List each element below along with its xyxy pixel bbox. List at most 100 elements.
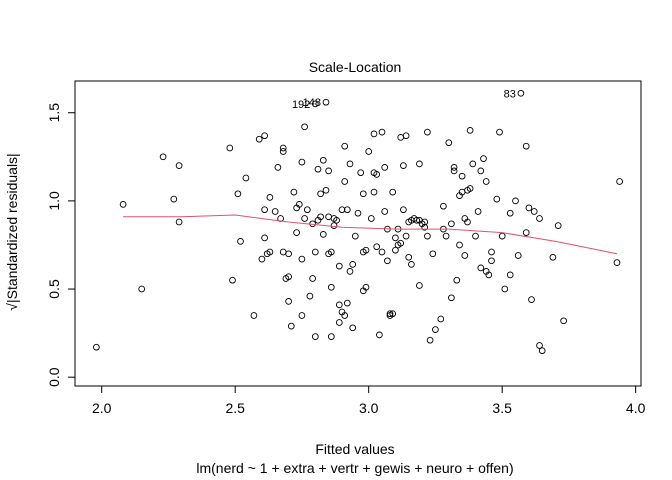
data-point xyxy=(357,169,365,177)
data-point xyxy=(496,128,503,136)
data-point xyxy=(514,252,522,259)
data-point xyxy=(343,299,351,307)
data-point xyxy=(322,98,330,106)
data-point xyxy=(474,208,482,215)
data-point xyxy=(522,142,530,150)
data-point xyxy=(392,234,399,242)
data-point xyxy=(378,128,386,136)
data-point xyxy=(335,301,343,309)
data-point xyxy=(506,209,514,217)
smoother-layer xyxy=(123,214,618,255)
data-point xyxy=(287,322,295,330)
data-point xyxy=(317,190,324,198)
data-point xyxy=(335,319,343,326)
data-point xyxy=(416,282,423,289)
data-point xyxy=(482,178,490,185)
data-point xyxy=(175,218,183,226)
data-point xyxy=(613,259,621,266)
data-point xyxy=(298,255,306,263)
data-point xyxy=(381,164,389,171)
data-point xyxy=(530,208,538,215)
data-point xyxy=(458,172,466,180)
data-point xyxy=(285,273,292,281)
chart-title: Scale-Location xyxy=(309,59,402,75)
data-point xyxy=(362,246,370,254)
data-point xyxy=(335,262,343,270)
chart-subtitle: lm(nerd ~ 1 + extra + vertr + gewis + ne… xyxy=(196,460,513,476)
data-point xyxy=(119,201,127,208)
data-point xyxy=(488,257,495,265)
data-point xyxy=(290,188,298,196)
data-point xyxy=(343,206,351,214)
data-point xyxy=(255,135,263,143)
y-tick-label: 1.0 xyxy=(46,191,62,211)
data-point xyxy=(466,127,474,134)
data-point xyxy=(306,292,314,300)
data-point xyxy=(522,229,530,236)
data-point xyxy=(341,178,349,185)
data-point xyxy=(389,310,397,318)
data-point xyxy=(271,208,279,215)
data-point xyxy=(384,257,391,265)
data-point xyxy=(298,312,306,319)
data-point xyxy=(397,134,405,141)
data-point xyxy=(376,331,383,339)
data-point xyxy=(314,165,322,173)
data-point xyxy=(351,232,359,240)
x-tick-label: 3.5 xyxy=(492,400,512,416)
data-point xyxy=(405,253,413,261)
plot-box xyxy=(74,80,642,387)
data-point xyxy=(501,285,509,293)
data-point xyxy=(237,238,244,245)
data-point xyxy=(285,250,292,258)
data-point xyxy=(448,294,455,302)
data-point xyxy=(370,188,378,196)
data-point xyxy=(295,201,303,208)
x-tick-label: 4.0 xyxy=(626,400,646,416)
data-point xyxy=(408,261,415,268)
data-point xyxy=(485,271,493,279)
data-point xyxy=(442,232,450,240)
data-point xyxy=(322,186,330,194)
data-point xyxy=(400,206,407,214)
data-point xyxy=(279,148,287,155)
data-point xyxy=(330,222,338,229)
data-point xyxy=(389,188,397,196)
data-point xyxy=(261,234,268,242)
data-point xyxy=(362,283,370,291)
data-point xyxy=(528,296,535,303)
data-point xyxy=(450,164,458,171)
data-point xyxy=(488,248,495,256)
y-axis: 0.0 0.5 1.0 1.5 xyxy=(46,103,76,387)
data-point xyxy=(301,215,308,222)
data-point xyxy=(453,276,461,284)
data-point xyxy=(279,248,287,256)
data-point xyxy=(426,336,434,344)
data-point xyxy=(560,317,567,325)
data-point xyxy=(498,232,506,240)
data-point xyxy=(402,132,410,140)
y-axis-label: √|Standardized residuals| xyxy=(4,153,20,310)
data-point xyxy=(549,253,557,261)
data-point xyxy=(517,89,525,97)
data-point xyxy=(266,248,274,256)
x-tick-label: 2.0 xyxy=(92,400,112,416)
data-point xyxy=(250,312,258,319)
data-point xyxy=(341,142,349,150)
data-point xyxy=(301,123,308,131)
data-point xyxy=(354,209,362,217)
data-point xyxy=(386,310,394,318)
data-point xyxy=(424,232,431,240)
point-label: 192 xyxy=(292,99,310,111)
data-point xyxy=(378,248,386,256)
data-point xyxy=(327,248,335,256)
y-tick-label: 0.0 xyxy=(46,367,62,387)
data-point xyxy=(440,202,447,210)
data-point xyxy=(367,215,375,222)
data-point xyxy=(477,264,485,272)
data-point xyxy=(346,268,354,275)
data-point xyxy=(493,195,501,203)
data-point xyxy=(554,222,562,229)
data-point xyxy=(381,208,389,215)
